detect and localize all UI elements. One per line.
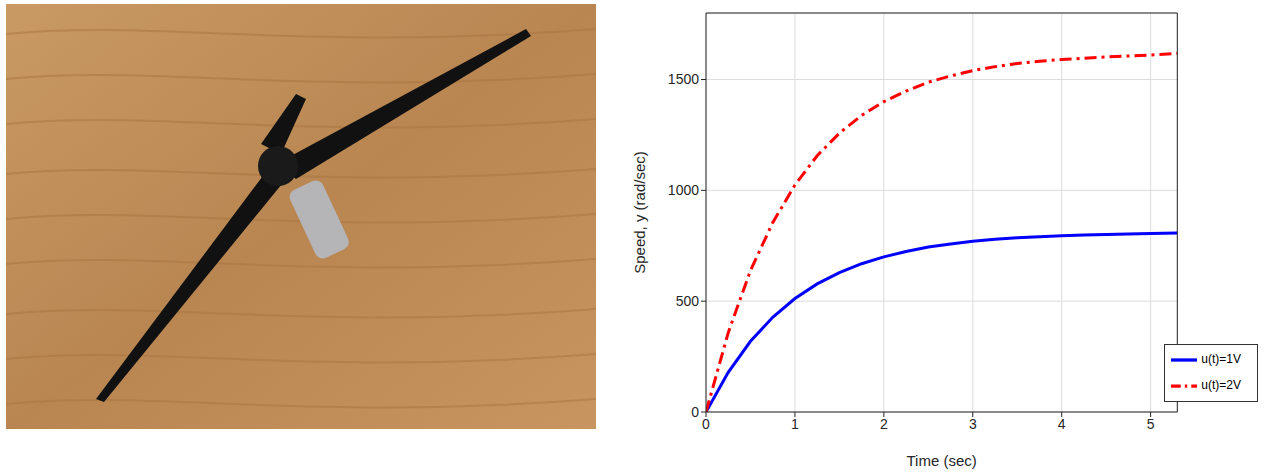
svg-text:Speed, y (rad/sec): Speed, y (rad/sec) — [631, 151, 648, 274]
html-text:u(t)=2V: u(t)=2V — [1201, 378, 1241, 393]
svg-text:1: 1 — [791, 416, 799, 432]
svg-text:0: 0 — [702, 416, 710, 432]
svg-text:5: 5 — [1147, 416, 1155, 432]
svg-text:1500: 1500 — [668, 71, 699, 87]
svg-text:500: 500 — [676, 293, 700, 309]
svg-text:4: 4 — [1058, 416, 1066, 432]
svg-text:0: 0 — [691, 404, 699, 420]
svg-text:2: 2 — [880, 416, 888, 432]
svg-text:1000: 1000 — [668, 182, 699, 198]
svg-text:3: 3 — [969, 416, 977, 432]
html-text:u(t)=1V: u(t)=1V — [1201, 352, 1241, 367]
svg-text:Time (sec): Time (sec) — [907, 452, 977, 469]
